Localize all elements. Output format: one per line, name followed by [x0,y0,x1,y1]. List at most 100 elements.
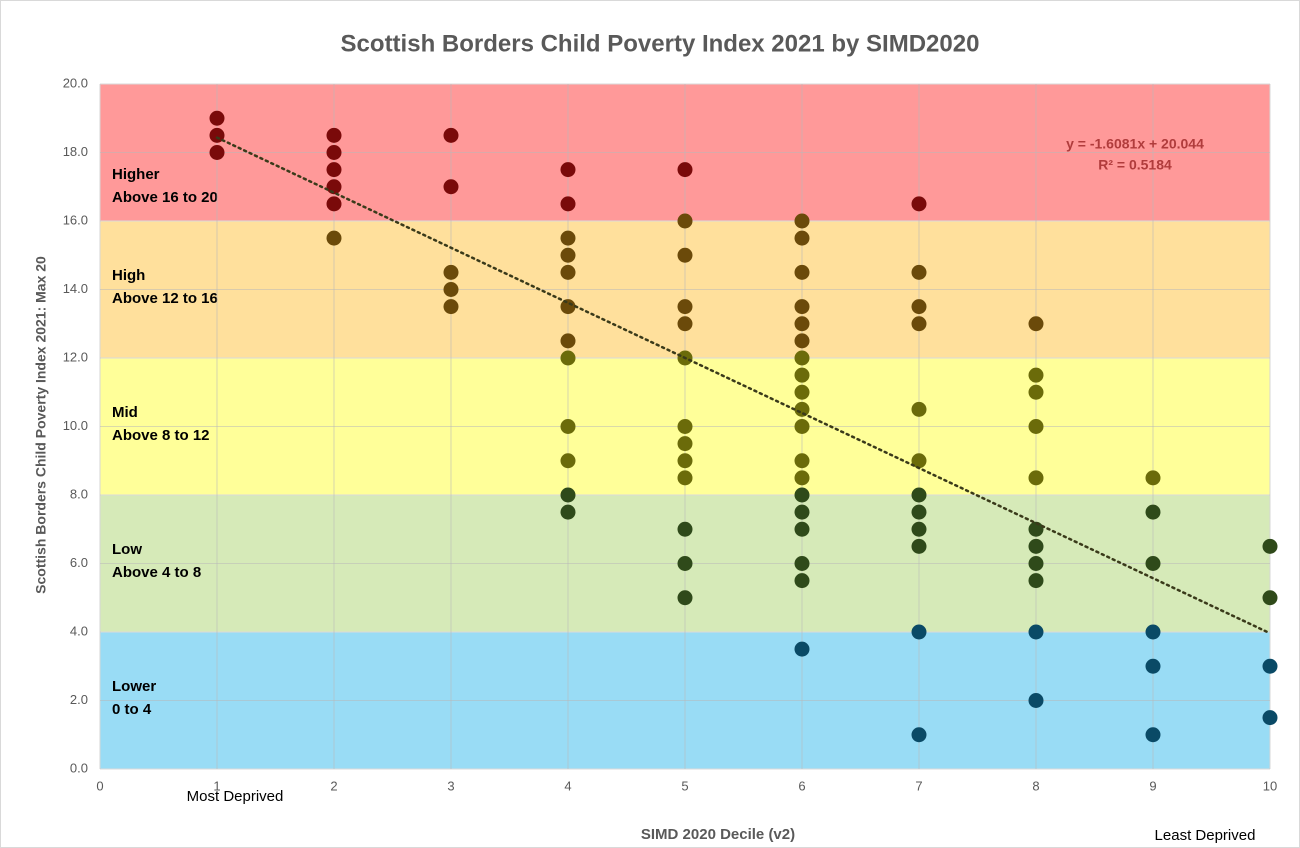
y-tick-label: 4.0 [70,623,88,638]
point [326,196,342,212]
point [794,299,810,315]
point [560,196,576,212]
point [677,419,693,434]
point [1028,538,1044,554]
point [677,436,693,452]
point [1145,658,1161,674]
x-tick-label: 7 [915,778,922,793]
band-range: Above 8 to 12 [112,427,210,444]
x-tick-label: 0 [96,778,103,793]
point [443,179,459,195]
point [1262,590,1278,606]
band-range: Above 16 to 20 [112,189,218,206]
point [794,419,810,434]
x-axis-label: SIMD 2020 Decile (v2) [641,826,795,843]
point [326,145,342,160]
band-range: Above 4 to 8 [112,564,201,581]
y-axis-label: Scottish Borders Child Poverty Index 202… [33,256,49,594]
point [1028,573,1044,589]
point [443,264,459,280]
point [1262,710,1278,726]
band-name: Higher [112,166,160,183]
chart-title: Scottish Borders Child Poverty Index 202… [341,30,980,57]
x-left-note: Most Deprived [187,788,284,805]
band-range: Above 12 to 16 [112,290,218,307]
point [443,127,459,143]
band-name: Lower [112,678,156,695]
point [794,230,810,246]
point [1145,556,1161,571]
band-name: Mid [112,404,138,421]
point [1028,384,1044,400]
band-range: 0 to 4 [112,701,152,718]
x-tick-label: 6 [798,778,805,793]
point [209,145,225,160]
point [794,264,810,280]
point [911,538,927,554]
point [794,470,810,486]
y-tick-label: 16.0 [63,212,88,227]
trend-r2: R² = 0.5184 [1098,157,1172,173]
point [794,213,810,229]
point [911,727,927,743]
x-tick-label: 10 [1263,778,1277,793]
point [560,350,576,366]
point [326,127,342,143]
point [911,487,927,503]
point [1028,624,1044,640]
point [443,299,459,315]
point [794,487,810,503]
marks: y = -1.6081x + 20.044 R² = 0.5184 [209,110,1278,743]
point [560,419,576,434]
point [911,521,927,537]
point [1145,727,1161,743]
point [911,453,927,469]
point [560,504,576,520]
point [560,162,576,178]
point [326,162,342,178]
point [677,556,693,571]
point [911,624,927,640]
point [1262,538,1278,554]
point [794,384,810,400]
x-tick-label: 8 [1032,778,1039,793]
y-tick-label: 14.0 [63,281,88,296]
point [1145,624,1161,640]
point [1145,504,1161,520]
point [677,453,693,469]
point [560,230,576,246]
y-tick-label: 8.0 [70,486,88,501]
band-name: High [112,267,145,284]
x-tick-label: 4 [564,778,571,793]
point [911,196,927,212]
point [1028,693,1044,708]
y-tick-label: 0.0 [70,760,88,775]
point [794,453,810,469]
point [1262,658,1278,674]
x-tick-label: 1 [213,778,220,793]
x-tick-label: 2 [330,778,337,793]
point [794,556,810,571]
point [560,264,576,280]
band-name: Low [112,541,142,558]
x-tick-label: 3 [447,778,454,793]
point [326,230,342,246]
trendline [215,136,1272,635]
point [794,333,810,349]
y-tick-label: 12.0 [63,349,88,364]
point [911,504,927,520]
point [911,264,927,280]
point [794,401,810,417]
point [677,213,693,229]
point [560,299,576,315]
point [794,504,810,520]
point [677,162,693,178]
point [677,521,693,537]
point [209,110,225,126]
point [911,299,927,315]
point [1028,470,1044,486]
point [560,487,576,503]
point [560,247,576,263]
point [1028,419,1044,434]
